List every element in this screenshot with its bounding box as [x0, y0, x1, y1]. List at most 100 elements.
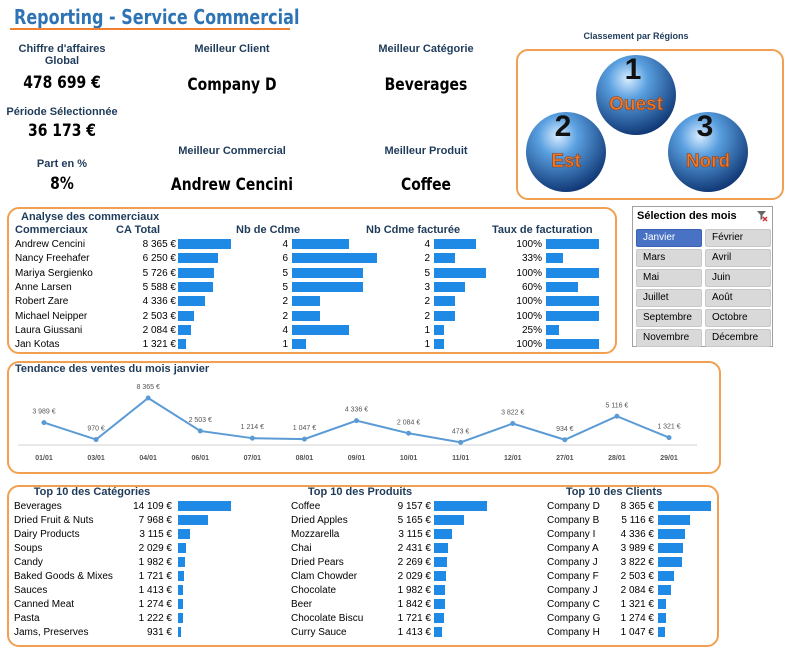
data-bar — [658, 613, 667, 623]
item-name: Coffee — [291, 501, 321, 512]
kpi-value: Coffee — [400, 175, 452, 195]
data-bar — [658, 543, 684, 553]
month-button[interactable]: Août — [705, 289, 771, 307]
value-label: 9 157 € — [397, 501, 431, 512]
month-button[interactable]: Octobre — [705, 309, 771, 327]
region-name: Est — [551, 151, 581, 172]
item-name: Dried Apples — [291, 515, 348, 526]
x-tick-label: 12/01 — [504, 455, 522, 462]
column-header: CA Total — [116, 224, 160, 236]
data-bar — [434, 339, 445, 350]
data-point — [562, 437, 568, 443]
data-bar — [434, 239, 476, 249]
value-label: 2 029 € — [397, 571, 431, 582]
salesperson-name: Mariya Sergienko — [15, 267, 93, 279]
kpi-label: Meilleur Client — [194, 43, 270, 55]
month-button[interactable]: Décembre — [705, 329, 771, 347]
region-rank: 2 — [555, 110, 572, 143]
orders-label: 5 — [282, 267, 288, 279]
value-label: 2 084 € — [620, 585, 654, 596]
sales-title: Analyse des commerciaux — [21, 211, 160, 223]
value-label: 1 274 € — [620, 613, 654, 624]
data-point — [249, 435, 255, 441]
data-bar — [292, 267, 363, 278]
data-bar — [434, 501, 487, 511]
data-point — [145, 395, 151, 401]
ball — [668, 112, 748, 192]
data-bar — [434, 571, 446, 581]
value-label: 1 982 € — [397, 585, 431, 596]
data-bar — [434, 585, 446, 595]
slicer-title: Sélection des mois — [637, 210, 737, 222]
invoiced-label: 2 — [424, 253, 430, 265]
item-name: Clam Chowder — [291, 571, 358, 582]
item-name: Candy — [14, 557, 43, 568]
trend-title: Tendance des ventes du mois janvier — [15, 363, 210, 375]
data-bar — [434, 324, 445, 335]
x-tick-label: 04/01 — [139, 455, 157, 462]
data-bar — [178, 253, 218, 264]
data-bar — [178, 310, 194, 321]
data-point — [510, 421, 516, 427]
region-rank: 1 — [625, 53, 642, 86]
value-label: 1 222 € — [138, 613, 172, 624]
clear-filter-icon[interactable] — [756, 210, 768, 222]
month-slicer — [632, 206, 773, 347]
item-name: Canned Meat — [14, 599, 75, 610]
data-point — [354, 418, 359, 424]
kpi-value: Beverages — [384, 75, 468, 95]
value-label: 1 721 € — [397, 613, 431, 624]
item-name: Baked Goods & Mixes — [14, 571, 113, 582]
top10-panel — [7, 485, 719, 647]
data-point — [614, 413, 620, 419]
kpi-value: 478 699 € — [23, 73, 101, 93]
data-bar — [178, 613, 183, 623]
rate-label: 100% — [516, 296, 542, 308]
data-label: 473 € — [452, 428, 470, 435]
month-button[interactable]: Juillet — [636, 289, 702, 307]
invoiced-label: 2 — [424, 296, 430, 308]
value-label: 2 269 € — [397, 557, 431, 568]
data-bar — [178, 543, 186, 553]
item-name: Dairy Products — [14, 529, 80, 540]
invoiced-label: 4 — [424, 239, 430, 250]
month-button[interactable]: Avril — [705, 249, 771, 267]
x-tick-label: 01/01 — [35, 455, 53, 462]
data-bar — [434, 599, 445, 609]
kpi-label: Meilleur Catégorie — [378, 43, 474, 55]
orders-label: 1 — [282, 339, 288, 351]
item-name: Company B — [547, 515, 600, 526]
month-button[interactable]: Mai — [636, 269, 702, 287]
item-name: Sauces — [14, 585, 48, 596]
data-bar — [178, 557, 186, 567]
month-button[interactable]: Février — [705, 229, 771, 247]
month-button[interactable]: Novembre — [636, 329, 702, 347]
rate-label: 100% — [516, 267, 542, 279]
revenue-label: 5 588 € — [142, 281, 176, 293]
month-button[interactable]: Janvier — [636, 229, 702, 247]
region-name: Nord — [686, 151, 730, 172]
rate-label: 100% — [516, 310, 542, 322]
data-label: 3 822 € — [501, 410, 524, 417]
value-label: 1 321 € — [620, 599, 654, 610]
data-bar — [546, 324, 560, 335]
value-label: 1 982 € — [138, 557, 172, 568]
data-bar — [546, 267, 599, 278]
data-bar — [178, 281, 214, 292]
revenue-label: 2 503 € — [142, 310, 176, 322]
data-bar — [434, 529, 453, 539]
data-bar — [178, 599, 183, 609]
data-bar — [546, 310, 599, 321]
item-name: Mozzarella — [291, 529, 340, 540]
data-bar — [546, 253, 564, 264]
data-bar — [658, 501, 711, 511]
value-label: 5 165 € — [397, 515, 431, 526]
region-ball: 3 Nord — [668, 110, 748, 192]
rate-label: 60% — [521, 281, 542, 293]
month-button[interactable]: Mars — [636, 249, 702, 267]
item-name: Chocolate — [291, 585, 337, 596]
month-button[interactable]: Juin — [705, 269, 771, 287]
month-button[interactable]: Septembre — [636, 309, 702, 327]
data-point — [666, 435, 672, 441]
